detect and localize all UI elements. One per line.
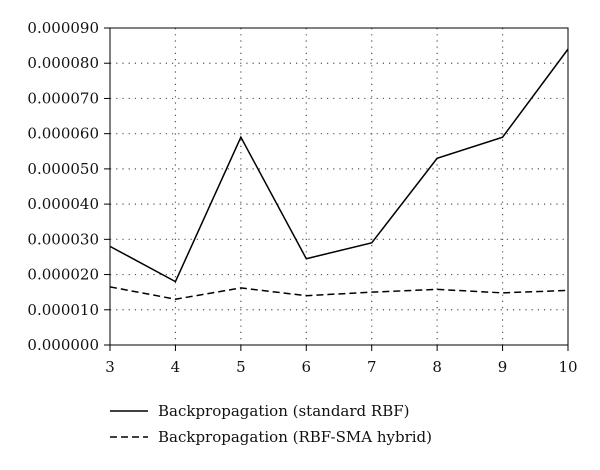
y-tick-label: 0.000050 (27, 160, 99, 178)
x-tick-label: 10 (558, 358, 577, 376)
y-tick-label: 0.000060 (27, 125, 99, 143)
x-tick-label: 9 (498, 358, 508, 376)
x-tick-label: 5 (236, 358, 246, 376)
x-tick-label: 6 (302, 358, 312, 376)
series-line-1 (109, 48, 569, 283)
y-tick-label: 0.000030 (27, 230, 99, 248)
y-tick-label: 0.000010 (27, 301, 99, 319)
y-tick-label: 0.000070 (27, 89, 99, 107)
y-tick-label: 0.000040 (27, 195, 99, 213)
y-tick-label: 0.000080 (27, 54, 99, 72)
legend-label-1: Backpropagation (standard RBF) (158, 402, 409, 420)
x-tick-label: 8 (432, 358, 442, 376)
series-lines (109, 48, 569, 300)
grid-lines (110, 28, 568, 345)
legend-label-2: Backpropagation (RBF-SMA hybrid) (158, 428, 432, 446)
x-tick-label: 4 (171, 358, 181, 376)
plot-area-frame (109, 27, 569, 346)
x-tick-label: 7 (367, 358, 377, 376)
legend: Backpropagation (standard RBF) Backpropag… (110, 402, 432, 446)
series-line-2 (109, 286, 569, 300)
y-tick-label: 0.000000 (27, 336, 99, 354)
axis-ticks: 3 4 5 6 7 8 9 10 0.000000 0.000010 0.000020 0.00003… (27, 19, 577, 376)
y-tick-label: 0.000020 (27, 266, 99, 284)
x-tick-label: 3 (105, 358, 115, 376)
y-tick-label: 0.000090 (27, 19, 99, 37)
